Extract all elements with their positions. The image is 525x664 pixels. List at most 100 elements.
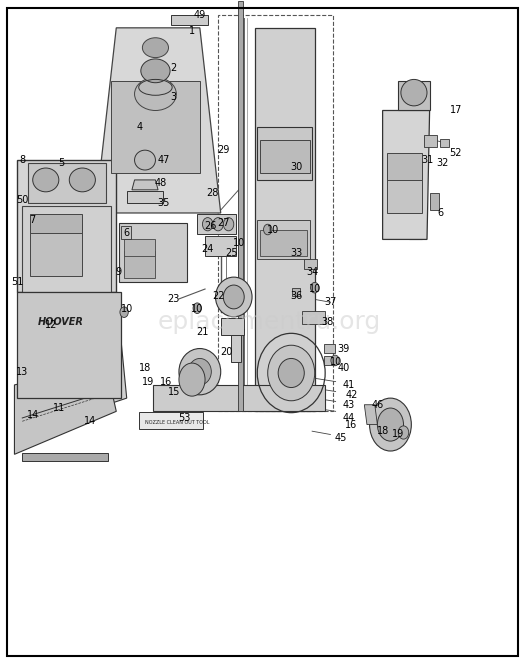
Text: 16: 16 — [345, 420, 358, 430]
Text: 38: 38 — [322, 317, 334, 327]
Text: 27: 27 — [217, 218, 229, 228]
FancyBboxPatch shape — [127, 191, 163, 203]
Text: 40: 40 — [338, 363, 350, 373]
Text: 10: 10 — [233, 238, 245, 248]
Text: 46: 46 — [371, 400, 384, 410]
Polygon shape — [364, 405, 377, 424]
Text: 21: 21 — [196, 327, 208, 337]
Polygon shape — [22, 292, 127, 431]
Ellipse shape — [69, 168, 96, 192]
Ellipse shape — [278, 359, 304, 388]
Ellipse shape — [377, 408, 404, 441]
Ellipse shape — [179, 363, 205, 396]
Text: 8: 8 — [19, 155, 25, 165]
Text: 26: 26 — [204, 221, 216, 231]
FancyBboxPatch shape — [292, 288, 300, 295]
FancyBboxPatch shape — [257, 127, 312, 180]
Text: 39: 39 — [338, 343, 350, 353]
Polygon shape — [153, 385, 325, 411]
FancyBboxPatch shape — [429, 193, 439, 210]
Polygon shape — [132, 180, 158, 190]
FancyBboxPatch shape — [302, 311, 325, 324]
Ellipse shape — [401, 80, 427, 106]
FancyBboxPatch shape — [260, 140, 310, 173]
Text: 6: 6 — [437, 208, 443, 218]
Text: 10: 10 — [121, 304, 133, 314]
Text: 17: 17 — [449, 106, 462, 116]
Text: 50: 50 — [16, 195, 28, 205]
Text: 15: 15 — [167, 386, 180, 396]
FancyBboxPatch shape — [260, 230, 307, 256]
FancyBboxPatch shape — [231, 335, 240, 362]
FancyBboxPatch shape — [304, 259, 317, 269]
Ellipse shape — [142, 38, 169, 58]
Text: 22: 22 — [212, 291, 224, 301]
Text: 16: 16 — [160, 376, 172, 386]
Ellipse shape — [264, 224, 272, 235]
Ellipse shape — [213, 218, 223, 231]
Text: 14: 14 — [27, 410, 39, 420]
Ellipse shape — [134, 150, 155, 170]
FancyBboxPatch shape — [124, 240, 155, 256]
FancyBboxPatch shape — [205, 236, 236, 256]
FancyBboxPatch shape — [220, 318, 244, 335]
FancyBboxPatch shape — [30, 214, 82, 233]
Ellipse shape — [148, 68, 163, 81]
Ellipse shape — [203, 218, 213, 231]
Text: 49: 49 — [194, 9, 206, 20]
Text: eplacementru.org: eplacementru.org — [158, 310, 381, 334]
Text: 10: 10 — [267, 224, 279, 234]
FancyBboxPatch shape — [22, 453, 109, 461]
FancyBboxPatch shape — [121, 226, 131, 240]
FancyBboxPatch shape — [255, 28, 314, 411]
Text: 4: 4 — [136, 122, 143, 132]
Text: 18: 18 — [139, 363, 151, 373]
Text: 13: 13 — [16, 367, 28, 376]
FancyBboxPatch shape — [409, 94, 422, 240]
Text: 34: 34 — [306, 268, 318, 278]
Text: 30: 30 — [290, 162, 302, 172]
Bar — [218, 15, 333, 411]
Polygon shape — [398, 81, 429, 110]
Polygon shape — [15, 365, 116, 454]
Ellipse shape — [193, 303, 202, 313]
Ellipse shape — [120, 307, 128, 317]
Text: 23: 23 — [167, 294, 180, 304]
Ellipse shape — [268, 345, 314, 401]
Text: 52: 52 — [449, 149, 462, 159]
Ellipse shape — [331, 355, 339, 366]
Text: 24: 24 — [202, 244, 214, 254]
Text: 11: 11 — [52, 403, 65, 413]
FancyBboxPatch shape — [30, 223, 82, 276]
FancyBboxPatch shape — [387, 160, 422, 213]
Text: 29: 29 — [217, 145, 229, 155]
Ellipse shape — [141, 59, 170, 83]
Text: 33: 33 — [290, 248, 302, 258]
Text: 31: 31 — [421, 155, 433, 165]
Text: 19: 19 — [392, 430, 404, 440]
Text: 10: 10 — [309, 284, 321, 294]
Text: 41: 41 — [342, 380, 355, 390]
Text: 3: 3 — [171, 92, 177, 102]
Polygon shape — [27, 163, 106, 203]
Text: 6: 6 — [124, 228, 130, 238]
Text: NOZZLE CLEAN OUT TOOL: NOZZLE CLEAN OUT TOOL — [145, 420, 209, 424]
FancyBboxPatch shape — [387, 153, 422, 180]
Text: 47: 47 — [157, 155, 170, 165]
Ellipse shape — [33, 168, 59, 192]
Text: 51: 51 — [11, 278, 23, 288]
Text: 10: 10 — [330, 357, 342, 367]
Text: 2: 2 — [171, 62, 177, 72]
Text: 37: 37 — [324, 297, 337, 307]
Ellipse shape — [188, 359, 212, 385]
Text: 53: 53 — [178, 413, 191, 423]
Ellipse shape — [215, 277, 252, 317]
Polygon shape — [17, 292, 121, 398]
Text: 36: 36 — [290, 291, 302, 301]
FancyBboxPatch shape — [238, 1, 243, 411]
Ellipse shape — [223, 285, 244, 309]
Polygon shape — [96, 28, 220, 213]
Text: 25: 25 — [225, 248, 237, 258]
Text: 18: 18 — [376, 426, 388, 436]
Text: 42: 42 — [345, 390, 358, 400]
